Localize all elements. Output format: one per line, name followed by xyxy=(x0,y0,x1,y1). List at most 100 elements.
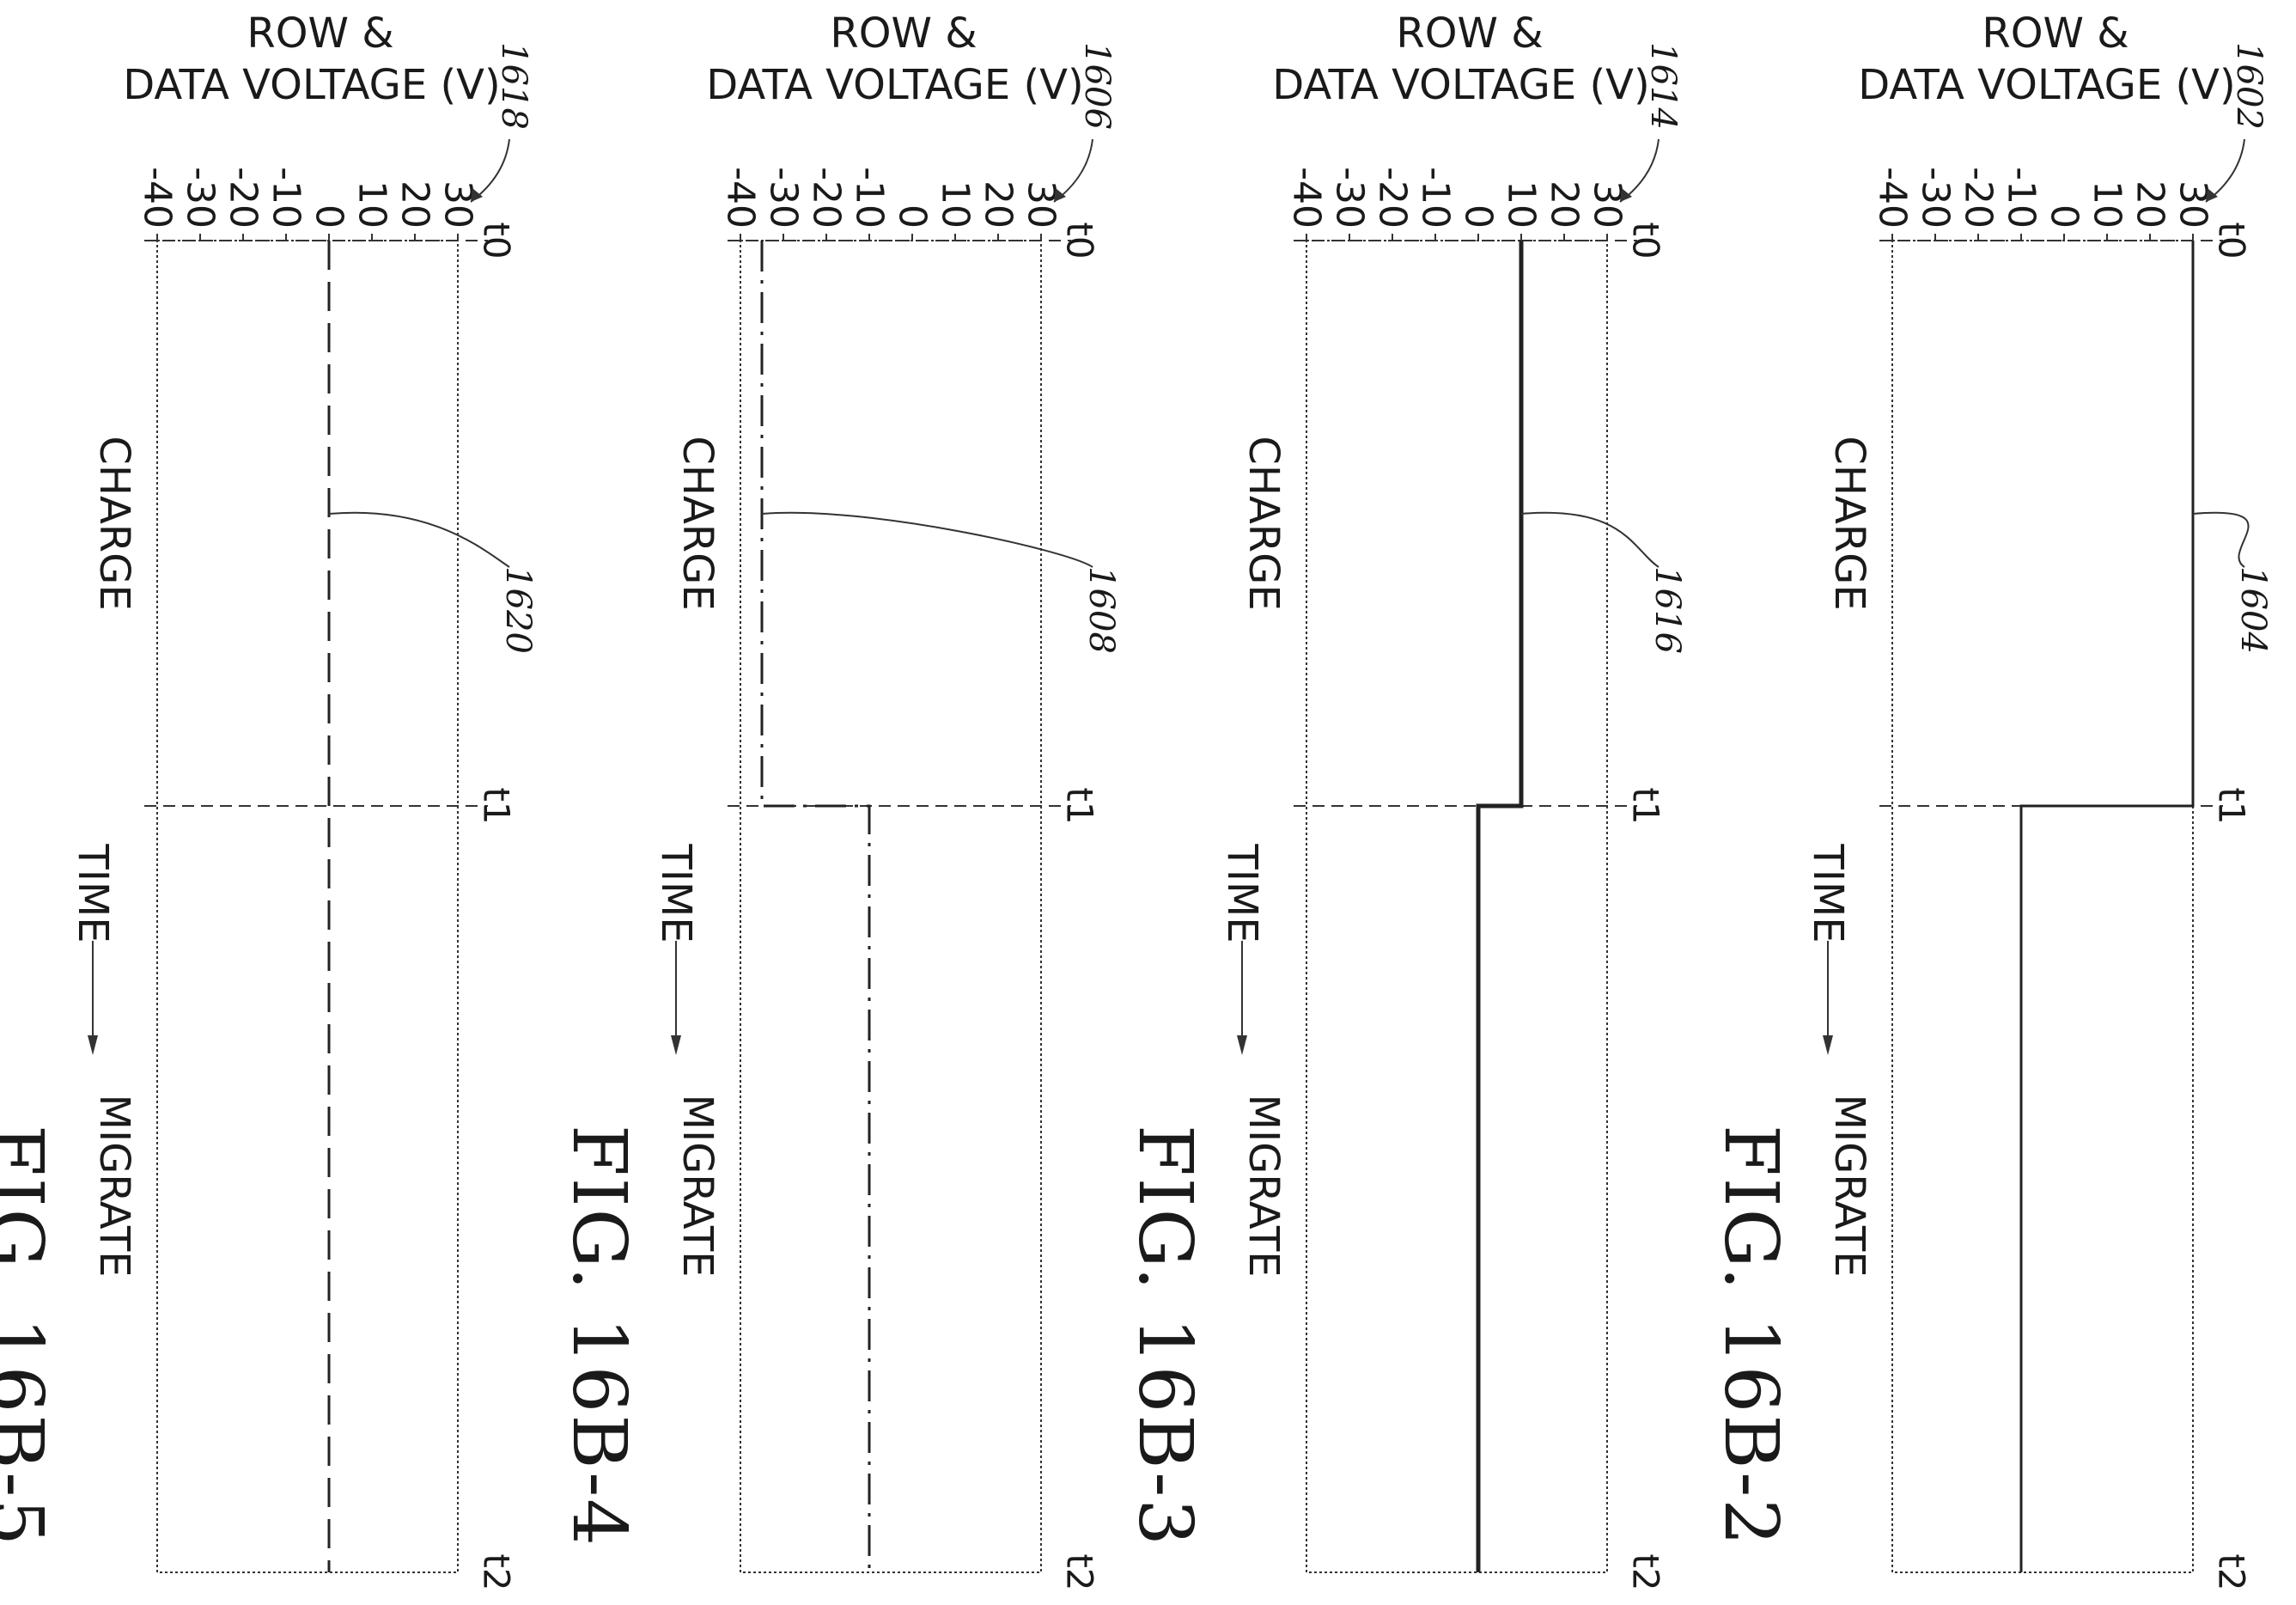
figure-label: FIG. 16B-5 xyxy=(0,1125,58,1547)
time-marker-t2: t2 xyxy=(2211,1553,2253,1590)
time-marker-t2: t2 xyxy=(476,1553,518,1590)
axis-title-line-1: ROW & xyxy=(1982,9,2129,58)
series-line-1604 xyxy=(2019,241,2195,1572)
time-marker-t0: t0 xyxy=(476,222,518,259)
time-axis-label: TIME xyxy=(1218,843,1266,943)
axis-tick-label: -20 xyxy=(222,167,265,229)
chart-panel-4: -40 -30 -20 -10 0 10 20 30 ROW &DATA VOLTAGE (V)… xyxy=(0,9,538,1591)
axis-tick-label: 30 xyxy=(2171,180,2215,229)
axis-title-line-2: DATA VOLTAGE (V) xyxy=(1272,61,1649,109)
axis-tick-label: 20 xyxy=(977,180,1020,229)
axis-title-line-1: ROW & xyxy=(830,9,977,58)
axis-tick-label: 10 xyxy=(350,180,394,229)
plot-frame xyxy=(156,240,459,1573)
chart-reference-numeral: 1606 xyxy=(1077,42,1117,130)
figure-label: FIG. 16B-2 xyxy=(1708,1125,1794,1547)
time-arrow-head xyxy=(1823,1035,1833,1055)
chart-reference-numeral: 1614 xyxy=(1643,42,1683,130)
axis-tick-label: 10 xyxy=(1500,180,1544,229)
time-marker-t2: t2 xyxy=(1059,1553,1101,1590)
time-marker-t0: t0 xyxy=(1059,222,1101,259)
series-leader-line xyxy=(328,511,510,568)
series-line-1616 xyxy=(1476,241,1524,1572)
axis-tick-label: -40 xyxy=(719,167,763,229)
phase-label-charge: CHARGE xyxy=(1825,436,1873,610)
figure-label: FIG. 16B-3 xyxy=(1122,1125,1208,1547)
chart-reference-numeral: 1602 xyxy=(2229,42,2269,130)
time-marker-t0: t0 xyxy=(2211,222,2253,259)
time-marker-t1: t1 xyxy=(1059,787,1101,824)
axis-tick-label: -20 xyxy=(1371,167,1415,229)
axis-tick-label: 20 xyxy=(393,180,437,229)
plot-frame xyxy=(1891,240,2194,1573)
chart-panel-2: -40 -30 -20 -10 0 10 20 30 ROW &DATA VOLTAGE (V)… xyxy=(1122,9,1687,1591)
time-marker-t1: t1 xyxy=(2211,787,2253,824)
axis-tick-label: -30 xyxy=(762,167,806,229)
plot-frame xyxy=(1306,240,1608,1573)
axis-tick-label: 0 xyxy=(1457,204,1501,229)
axis-tick-label: -20 xyxy=(805,167,849,229)
axis-title-line-1: ROW & xyxy=(247,9,393,58)
axis-title-line-2: DATA VOLTAGE (V) xyxy=(123,61,500,109)
axis-tick-label: 10 xyxy=(2086,180,2129,229)
phase-label-migrate: MIGRATE xyxy=(1239,1095,1288,1278)
axis-tick-label: -10 xyxy=(1414,167,1458,229)
reference-arrowhead xyxy=(2206,188,2218,202)
axis-tick-label: -10 xyxy=(2000,167,2043,229)
axis-title-line-2: DATA VOLTAGE (V) xyxy=(1858,61,2235,109)
series-leader-line xyxy=(1520,511,1660,568)
series-reference-numeral: 1604 xyxy=(2233,566,2273,654)
chart-panel-1: -40 -30 -20 -10 0 10 20 30 ROW &DATA VOLTAGE (V)… xyxy=(1708,9,2273,1591)
axis-tick-label: -20 xyxy=(1957,167,2001,229)
axis-tick-label: -40 xyxy=(1871,167,1915,229)
axis-tick-label: 30 xyxy=(1586,180,1629,229)
phase-label-charge: CHARGE xyxy=(673,436,722,610)
axis-tick-label: 0 xyxy=(308,204,351,229)
time-marker-t0: t0 xyxy=(1625,222,1667,259)
chart-panel-3: -40 -30 -20 -10 0 10 20 30 ROW &DATA VOLTAGE (V)… xyxy=(556,9,1121,1591)
axis-tick-label: -40 xyxy=(136,167,180,229)
reference-arrowhead xyxy=(1054,188,1066,202)
phase-label-charge: CHARGE xyxy=(90,436,138,610)
time-arrow-head xyxy=(1237,1035,1247,1055)
axis-tick-label: 20 xyxy=(2129,180,2172,229)
axis-tick-label: -30 xyxy=(1914,167,1958,229)
axis-tick-label: 20 xyxy=(1543,180,1586,229)
time-arrow-head xyxy=(671,1035,681,1055)
axis-tick-label: -40 xyxy=(1285,167,1329,229)
reference-arrowhead xyxy=(1620,188,1632,202)
time-axis-label: TIME xyxy=(1804,843,1852,943)
series-reference-numeral: 1616 xyxy=(1647,566,1687,654)
time-marker-t1: t1 xyxy=(476,787,518,824)
axis-tick-label: 0 xyxy=(891,204,935,229)
reference-arrowhead xyxy=(471,188,483,202)
plot-frame xyxy=(740,240,1042,1573)
time-arrow-head xyxy=(88,1035,98,1055)
figure-label: FIG. 16B-4 xyxy=(556,1125,642,1547)
series-reference-numeral: 1620 xyxy=(498,566,538,654)
axis-tick-label: -30 xyxy=(1328,167,1372,229)
series-reference-numeral: 1608 xyxy=(1081,566,1121,654)
axis-tick-label: -30 xyxy=(179,167,222,229)
phase-label-migrate: MIGRATE xyxy=(1825,1095,1873,1278)
phase-label-migrate: MIGRATE xyxy=(673,1095,722,1278)
series-line-1608 xyxy=(760,241,871,1572)
axis-tick-label: 10 xyxy=(934,180,977,229)
axis-tick-label: 30 xyxy=(436,180,480,229)
series-leader-line xyxy=(2192,511,2250,568)
time-marker-t2: t2 xyxy=(1625,1553,1667,1590)
time-axis-label: TIME xyxy=(652,843,700,943)
axis-tick-label: 30 xyxy=(1020,180,1063,229)
phase-label-charge: CHARGE xyxy=(1239,436,1288,610)
axis-tick-label: 0 xyxy=(2043,204,2086,229)
axis-tick-label: -10 xyxy=(265,167,308,229)
time-marker-t1: t1 xyxy=(1625,787,1667,824)
phase-label-migrate: MIGRATE xyxy=(90,1095,138,1278)
chart-reference-numeral: 1618 xyxy=(494,42,533,130)
axis-title-line-1: ROW & xyxy=(1396,9,1543,58)
series-leader-line xyxy=(761,511,1093,568)
axis-title-line-2: DATA VOLTAGE (V) xyxy=(706,61,1083,109)
axis-tick-label: -10 xyxy=(848,167,892,229)
time-axis-label: TIME xyxy=(69,843,117,943)
